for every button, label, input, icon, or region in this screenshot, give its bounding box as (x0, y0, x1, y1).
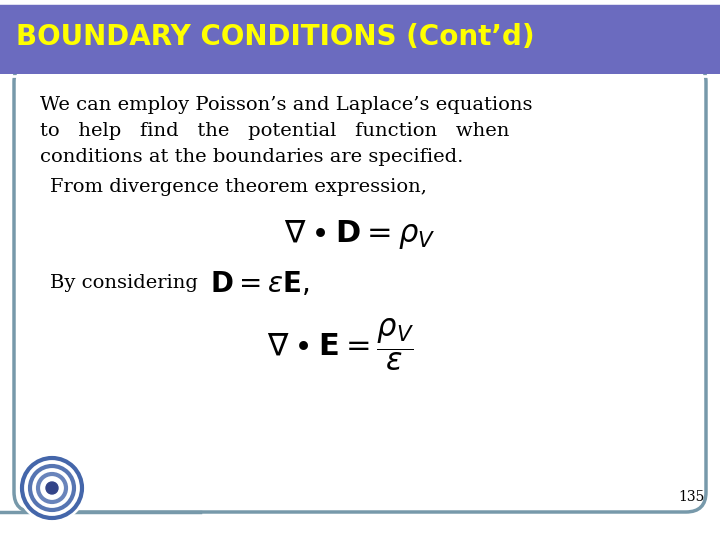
Text: We can employ Poisson’s and Laplace’s equations: We can employ Poisson’s and Laplace’s eq… (40, 96, 533, 114)
FancyBboxPatch shape (14, 62, 706, 512)
Text: $\nabla \bullet \mathbf{D} = \rho_V$: $\nabla \bullet \mathbf{D} = \rho_V$ (284, 218, 436, 251)
Text: 135: 135 (679, 490, 705, 504)
Circle shape (46, 482, 58, 494)
Text: conditions at the boundaries are specified.: conditions at the boundaries are specifi… (40, 148, 464, 166)
Circle shape (18, 454, 86, 522)
Text: BOUNDARY CONDITIONS (Cont’d): BOUNDARY CONDITIONS (Cont’d) (16, 23, 535, 51)
Text: By considering: By considering (50, 274, 198, 292)
Text: to   help   find   the   potential   function   when: to help find the potential function when (40, 122, 509, 140)
Text: From divergence theorem expression,: From divergence theorem expression, (50, 178, 427, 196)
Text: $\mathbf{D} = \varepsilon\mathbf{E},$: $\mathbf{D} = \varepsilon\mathbf{E},$ (210, 270, 309, 298)
Text: $\nabla \bullet \mathbf{E} = \dfrac{\rho_V}{\varepsilon}$: $\nabla \bullet \mathbf{E} = \dfrac{\rho… (266, 316, 413, 373)
Bar (0, 0, 720, 74)
